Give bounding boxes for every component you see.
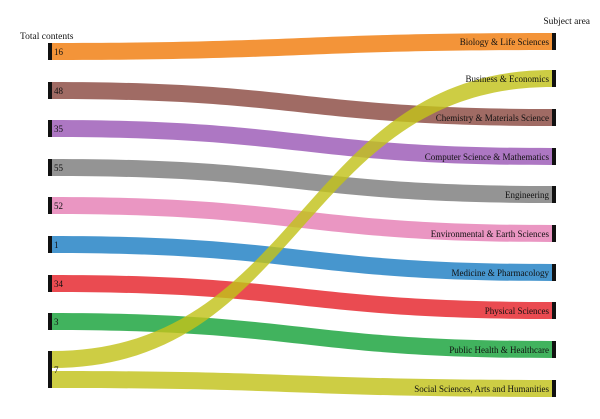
- source-node-3: [48, 120, 52, 137]
- target-node-engineering: [552, 186, 556, 203]
- right-header: Subject area: [543, 17, 590, 27]
- source-node-2: [48, 82, 52, 99]
- target-label-biology-and-life-sciences: Biology & Life Sciences: [460, 37, 550, 47]
- target-node-medicine-and-pharmacology: [552, 264, 556, 281]
- target-label-chemistry-and-materials-science: Chemistry & Materials Science: [436, 113, 549, 123]
- target-node-physical-sciences: [552, 302, 556, 319]
- target-label-environmental-and-earth-sciences: Environmental & Earth Sciences: [431, 229, 550, 239]
- source-node-1: [48, 43, 52, 60]
- target-label-computer-science-and-mathematics: Computer Science & Mathematics: [425, 152, 550, 162]
- flow-engineering: [52, 159, 552, 203]
- target-node-biology-and-life-sciences: [552, 33, 556, 50]
- target-label-business-and-economics: Business & Economics: [466, 74, 550, 84]
- flow-links: [52, 33, 552, 397]
- target-node-social-sciences-arts-and-humanities: [552, 380, 556, 397]
- target-node-public-health-and-healthcare: [552, 341, 556, 358]
- target-label-medicine-and-pharmacology: Medicine & Pharmacology: [452, 268, 550, 278]
- source-node-9: [48, 351, 52, 388]
- source-node-6: [48, 236, 52, 253]
- source-node-4: [48, 159, 52, 176]
- target-label-social-sciences-arts-and-humanities: Social Sciences, Arts and Humanities: [414, 384, 549, 394]
- source-node-7: [48, 275, 52, 292]
- source-value: 35: [54, 124, 64, 134]
- target-node-business-and-economics: [552, 70, 556, 87]
- source-value: 52: [54, 201, 63, 211]
- target-label-public-health-and-healthcare: Public Health & Healthcare: [449, 345, 549, 355]
- left-header: Total contents: [20, 32, 74, 42]
- source-value: 16: [54, 47, 64, 57]
- target-node-computer-science-and-mathematics: [552, 148, 556, 165]
- target-label-physical-sciences: Physical Sciences: [485, 306, 550, 316]
- source-node-8: [48, 313, 52, 330]
- flow-medicine-and-pharmacology: [52, 236, 552, 281]
- flow-business-and-economics: [52, 70, 552, 368]
- source-value: 7: [54, 365, 59, 375]
- source-value: 48: [54, 86, 64, 96]
- source-value: 55: [54, 163, 64, 173]
- flow-computer-science-and-mathematics: [52, 120, 552, 165]
- source-node-5: [48, 197, 52, 214]
- labels: Total contents Subject area 16 48 35 55 52 1 3…: [20, 17, 591, 394]
- target-label-engineering: Engineering: [505, 190, 549, 200]
- flow-physical-sciences: [52, 275, 552, 319]
- flow-social-sciences-arts-and-humanities: [52, 371, 552, 397]
- nodes: [48, 33, 556, 397]
- target-node-chemistry-and-materials-science: [552, 109, 556, 126]
- source-value: 34: [54, 279, 64, 289]
- target-node-environmental-and-earth-sciences: [552, 225, 556, 242]
- source-value: 1: [54, 240, 59, 250]
- flow-biology-and-life-sciences: [52, 33, 552, 60]
- source-value: 3: [54, 317, 59, 327]
